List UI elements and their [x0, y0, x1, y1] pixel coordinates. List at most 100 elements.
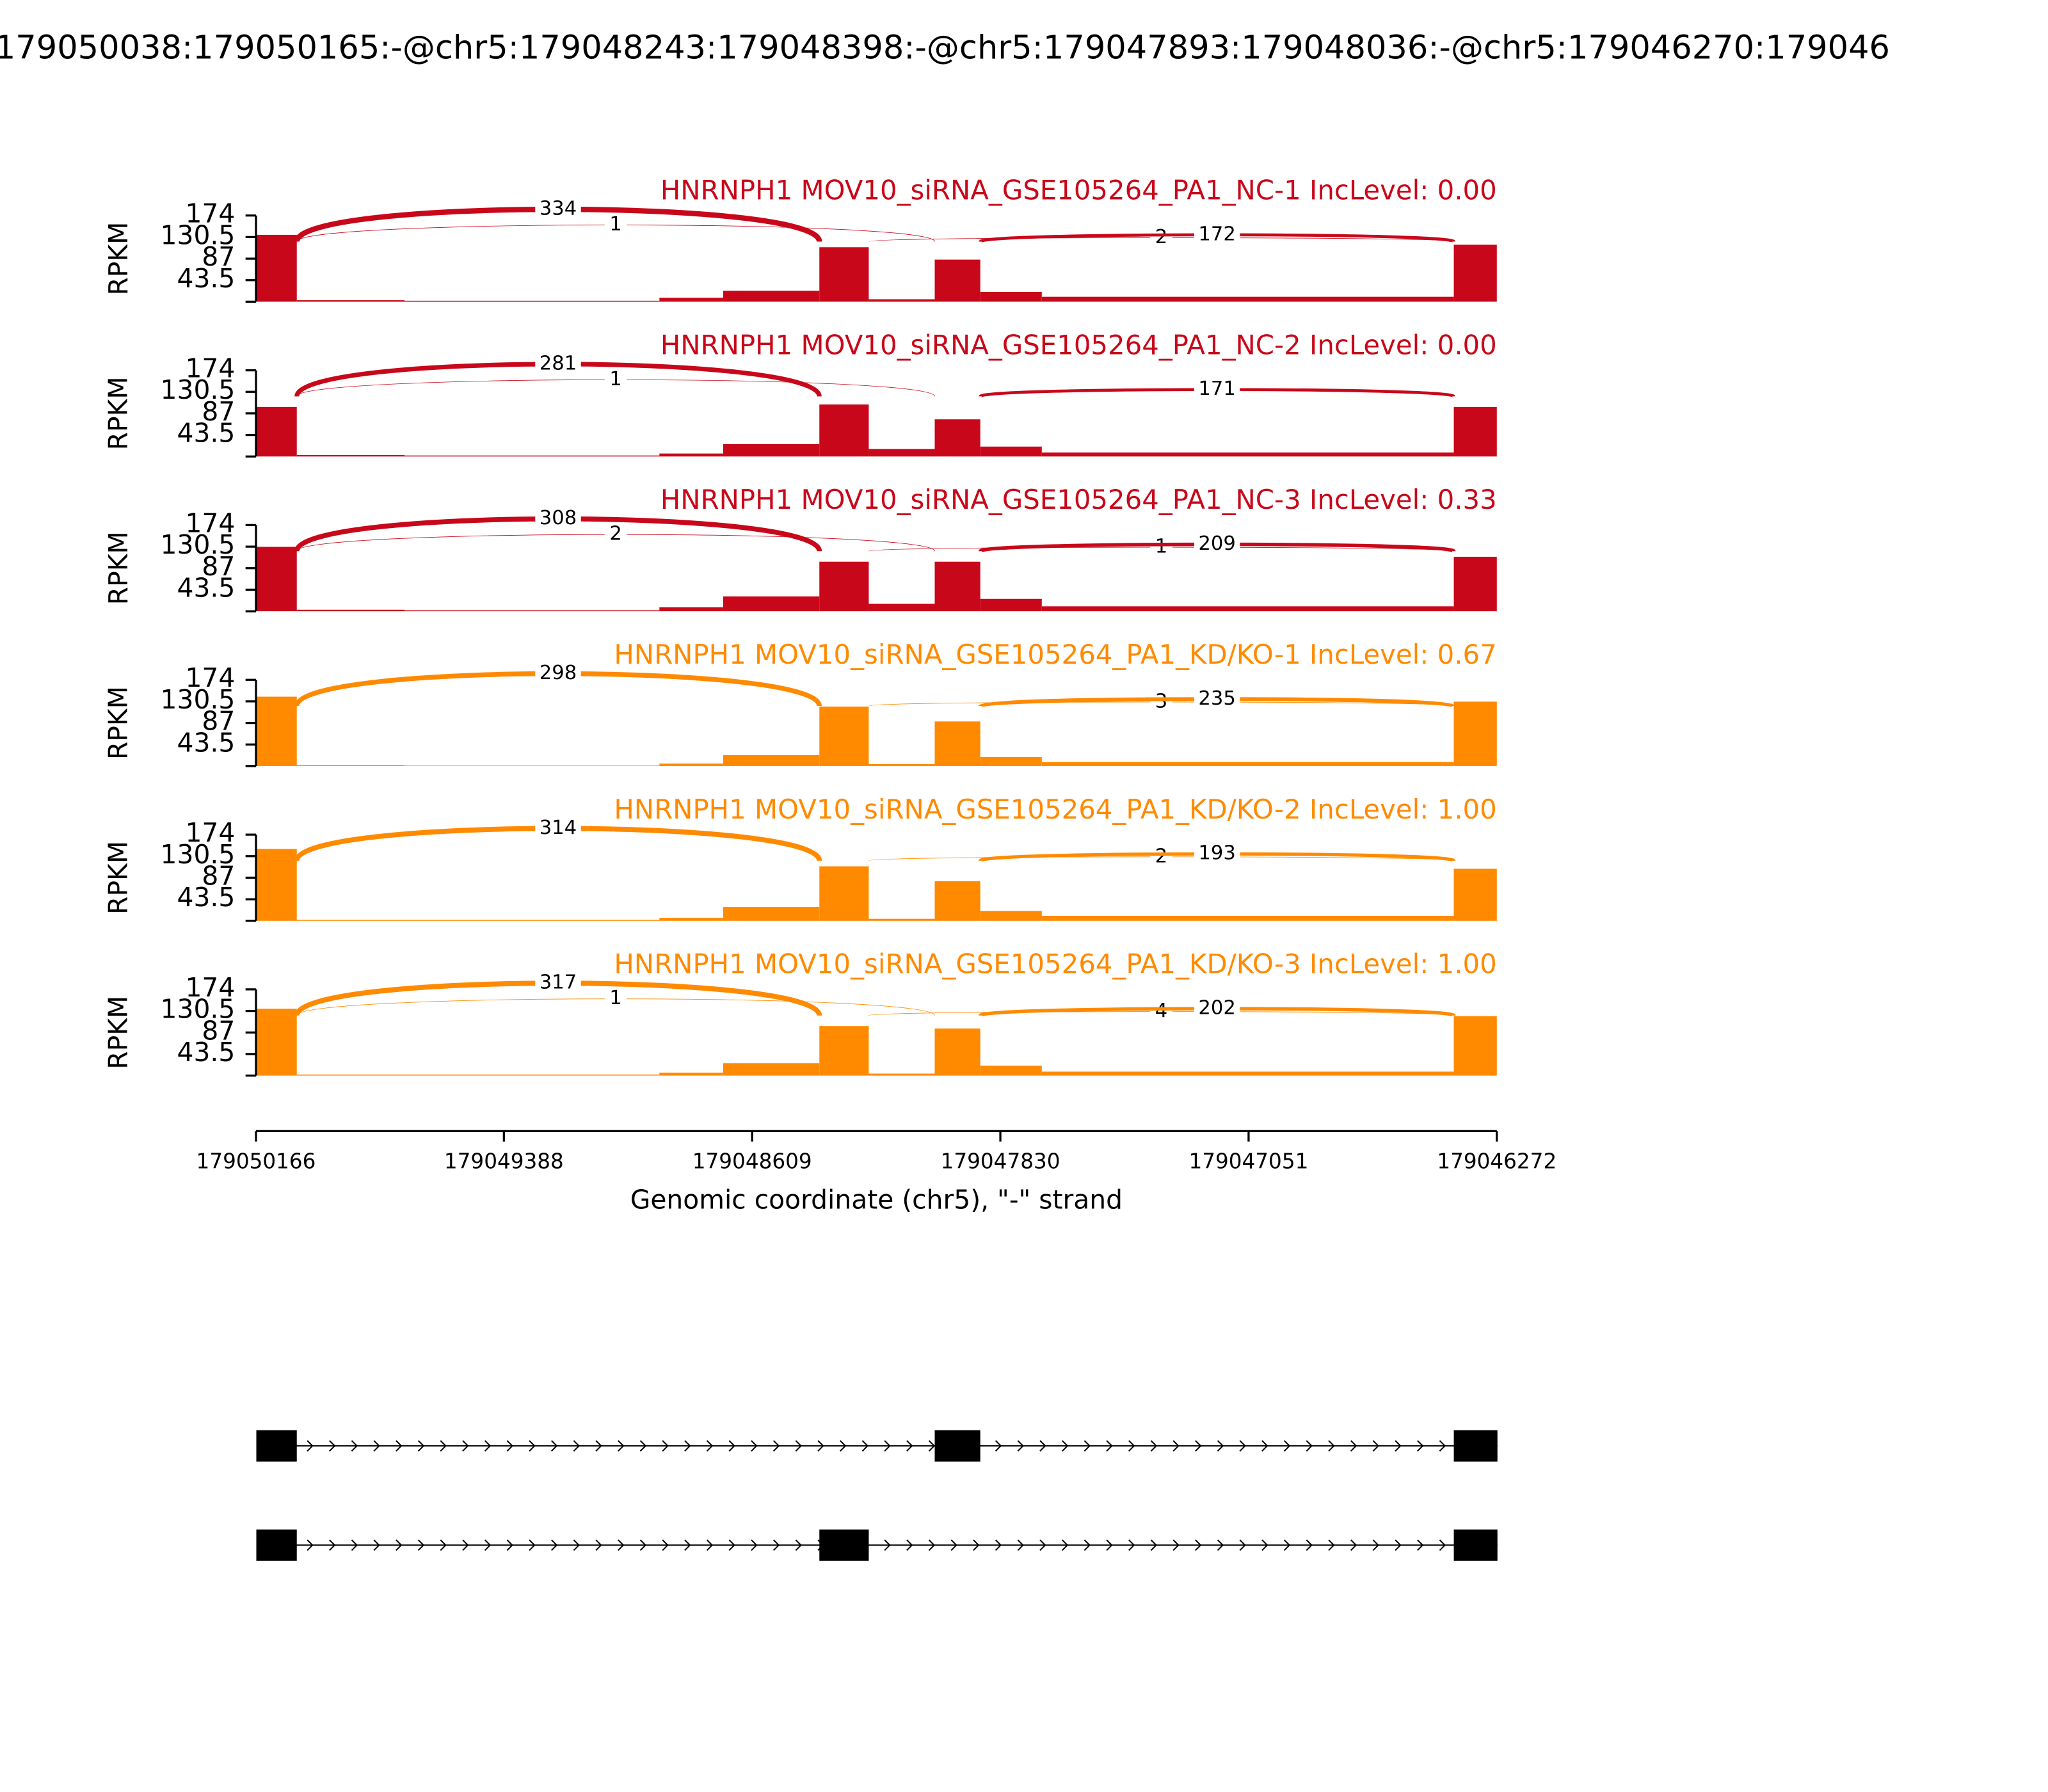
strand-chevron — [417, 1440, 425, 1452]
strand-chevron — [440, 1539, 447, 1551]
junction-count: 1 — [1155, 536, 1167, 558]
strand-chevron — [1283, 1539, 1291, 1551]
strand-chevron — [1150, 1440, 1158, 1452]
strand-chevron — [928, 1539, 936, 1551]
y-tick-label: 174 — [185, 508, 235, 538]
x-tick-label: 179046272 — [1437, 1149, 1556, 1173]
strand-chevron — [1039, 1539, 1046, 1551]
y-tick-label: 130.5 — [161, 994, 236, 1025]
strand-chevron — [506, 1539, 513, 1551]
strand-chevron — [1128, 1440, 1135, 1452]
exon — [819, 1529, 869, 1561]
y-axis-label: RPKM — [103, 531, 134, 605]
y-tick-label: 87 — [202, 551, 235, 582]
strand-chevron — [396, 1440, 403, 1452]
junction-count: 171 — [1198, 378, 1235, 400]
count-label-bg — [604, 368, 627, 392]
coverage-bar — [934, 561, 980, 612]
y-axis-label: RPKM — [103, 222, 134, 296]
y-tick-label: 43.5 — [177, 572, 236, 603]
count-label-bg — [535, 507, 581, 531]
strand-chevron — [462, 1440, 469, 1452]
strand-chevron — [906, 1539, 913, 1551]
coverage-bar — [296, 300, 405, 302]
y-tick-label: 130.5 — [161, 220, 236, 250]
strand-chevron — [351, 1440, 358, 1452]
y-tick-label: 174 — [185, 198, 235, 229]
strand-chevron — [1239, 1539, 1246, 1551]
strand-chevron — [329, 1539, 336, 1551]
junction-count: 235 — [1198, 687, 1235, 710]
strand-chevron — [1261, 1539, 1268, 1551]
junction-count: 1 — [609, 987, 621, 1009]
exon — [256, 1430, 297, 1462]
coverage-bar — [659, 298, 723, 302]
strand-chevron — [1061, 1539, 1069, 1551]
track-title: HNRNPH1 MOV10_siRNA_GSE105264_PA1_KD/KO-… — [614, 639, 1496, 670]
count-label-bg — [535, 971, 581, 995]
coverage-bar — [980, 1066, 1042, 1076]
y-tick-label: 43.5 — [177, 727, 236, 758]
count-label-bg — [604, 522, 627, 547]
strand-chevron — [840, 1440, 847, 1452]
strand-chevron — [307, 1440, 314, 1452]
coverage-bar — [1453, 244, 1497, 302]
count-label-bg — [1194, 223, 1240, 247]
strand-chevron — [684, 1440, 691, 1452]
count-label-bg — [1194, 378, 1240, 402]
exon — [934, 1430, 980, 1462]
coverage-bar — [934, 881, 980, 921]
junction-count: 193 — [1198, 842, 1235, 865]
strand-chevron — [772, 1539, 780, 1551]
coverage-bar — [819, 1026, 869, 1076]
coverage-bar — [404, 765, 660, 766]
coverage-bar — [659, 1072, 723, 1076]
strand-chevron — [1084, 1539, 1091, 1551]
y-tick-label: 87 — [202, 396, 235, 427]
coverage-bar — [980, 911, 1042, 921]
y-tick-label: 87 — [202, 706, 235, 737]
y-tick-label: 174 — [185, 353, 235, 384]
strand-chevron — [950, 1539, 957, 1551]
x-tick-label: 179047830 — [941, 1149, 1060, 1173]
strand-chevron — [1439, 1440, 1446, 1452]
strand-chevron — [595, 1440, 602, 1452]
junction-count: 308 — [540, 507, 577, 529]
x-tick-label: 179050166 — [196, 1149, 316, 1173]
junction-count: 314 — [540, 817, 577, 839]
coverage-bar — [404, 300, 660, 302]
strand-chevron — [529, 1539, 536, 1551]
strand-chevron — [551, 1440, 558, 1452]
coverage-bar — [256, 406, 297, 457]
coverage-bar — [980, 598, 1042, 612]
coverage-bar — [256, 547, 297, 612]
x-tick-label: 179047051 — [1188, 1149, 1308, 1173]
coverage-bar — [404, 1075, 660, 1076]
coverage-bar — [1041, 452, 1454, 457]
junction-count: 281 — [540, 352, 577, 374]
strand-chevron — [484, 1539, 492, 1551]
y-tick-label: 174 — [185, 972, 235, 1003]
junction-count: 298 — [540, 662, 577, 684]
coverage-bar — [296, 1075, 405, 1076]
strand-chevron — [1128, 1539, 1135, 1551]
y-tick-label: 43.5 — [177, 882, 236, 913]
coverage-bar — [723, 291, 820, 302]
strand-chevron — [817, 1440, 824, 1452]
coverage-bar — [819, 707, 869, 766]
coverage-bar — [934, 721, 980, 766]
strand-chevron — [1195, 1440, 1202, 1452]
y-tick-label: 43.5 — [177, 418, 236, 449]
coverage-bar — [1453, 701, 1497, 766]
coverage-bar — [723, 444, 820, 457]
coverage-bar — [819, 404, 869, 457]
y-axis-label: RPKM — [103, 996, 134, 1069]
strand-chevron — [1061, 1440, 1069, 1452]
strand-chevron — [861, 1440, 869, 1452]
strand-chevron — [1350, 1440, 1357, 1452]
strand-chevron — [1417, 1539, 1424, 1551]
coverage-bar — [296, 454, 405, 457]
exon — [256, 1529, 297, 1561]
